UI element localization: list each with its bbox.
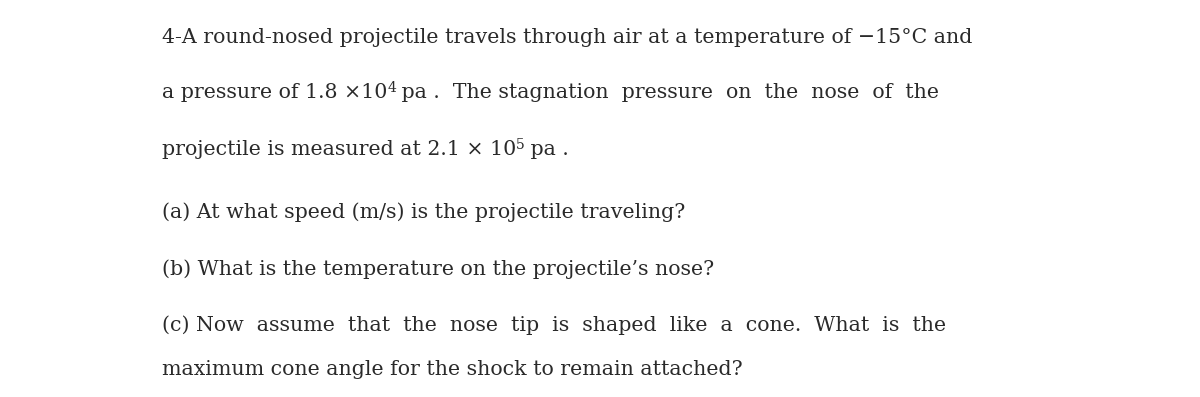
- Text: (b) What is the temperature on the projectile’s nose?: (b) What is the temperature on the proje…: [162, 259, 714, 279]
- Text: pa .  The stagnation  pressure  on  the  nose  of  the: pa . The stagnation pressure on the nose…: [395, 83, 940, 102]
- Text: maximum cone angle for the shock to remain attached?: maximum cone angle for the shock to rema…: [162, 360, 743, 379]
- Text: pa .: pa .: [524, 140, 569, 159]
- Text: 4: 4: [388, 81, 396, 95]
- Text: 4-A round-nosed projectile travels through air at a temperature of −15°C and: 4-A round-nosed projectile travels throu…: [162, 28, 972, 47]
- Text: (a) At what speed (m/s) is the projectile traveling?: (a) At what speed (m/s) is the projectil…: [162, 202, 685, 222]
- Text: 5: 5: [516, 138, 526, 152]
- Text: projectile is measured at 2.1 × 10: projectile is measured at 2.1 × 10: [162, 140, 516, 159]
- Text: (c) Now  assume  that  the  nose  tip  is  shaped  like  a  cone.  What  is  the: (c) Now assume that the nose tip is shap…: [162, 315, 946, 335]
- Text: a pressure of 1.8 ×10: a pressure of 1.8 ×10: [162, 83, 388, 102]
